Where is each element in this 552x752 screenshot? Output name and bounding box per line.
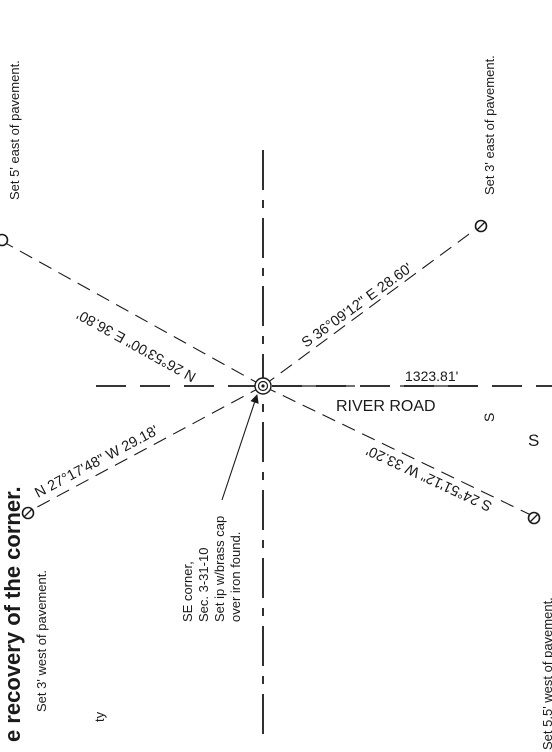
witness-point-ne xyxy=(474,219,488,233)
tie-line-sw xyxy=(27,385,264,513)
note-top: Set 5' east of pavement. xyxy=(7,60,22,200)
bearing-ne: S 36°09'12" E 28.60' xyxy=(299,260,416,351)
corner-note-line-3: Set ip w/brass cap xyxy=(212,516,227,622)
witness-point-se xyxy=(527,511,541,525)
corner-note-line-4: over iron found. xyxy=(228,532,243,622)
bearing-sw: N 27°17'48" W 29.18' xyxy=(32,423,161,502)
note-ne: Set 3' east of pavement. xyxy=(482,55,497,195)
corner-note-line-2: Sec. 3-31-10 xyxy=(196,548,211,622)
corner-note: SE corner, Sec. 3-31-10 Set ip w/brass c… xyxy=(180,516,243,622)
tie-line-ne xyxy=(262,225,481,387)
title-fragment: e recovery of the corner. xyxy=(0,486,25,742)
note-sw: Set 5.5' west of pavement. xyxy=(540,597,552,750)
road-name: RIVER ROAD xyxy=(336,398,436,415)
note-se-cut: S xyxy=(481,413,497,422)
fragment-ty: ty xyxy=(92,711,107,722)
bearing-nw: N 26°53'00" E 36.80' xyxy=(74,306,199,385)
corner-note-line-1: SE corner, xyxy=(180,561,195,622)
corner-monument-icon xyxy=(254,377,272,395)
corner-leader-arrow xyxy=(221,394,259,501)
section-label-cut: S xyxy=(528,431,539,450)
witness-point-nw xyxy=(0,233,9,247)
tie-line-se xyxy=(262,385,534,517)
witness-point-sw xyxy=(21,506,35,520)
note-nw: Set 3' west of pavement. xyxy=(34,570,49,712)
distance-label: 1323.81' xyxy=(405,368,458,384)
bearing-se: S 24°51'12" W 33.20' xyxy=(364,442,495,514)
tie-line-nw xyxy=(0,239,264,387)
